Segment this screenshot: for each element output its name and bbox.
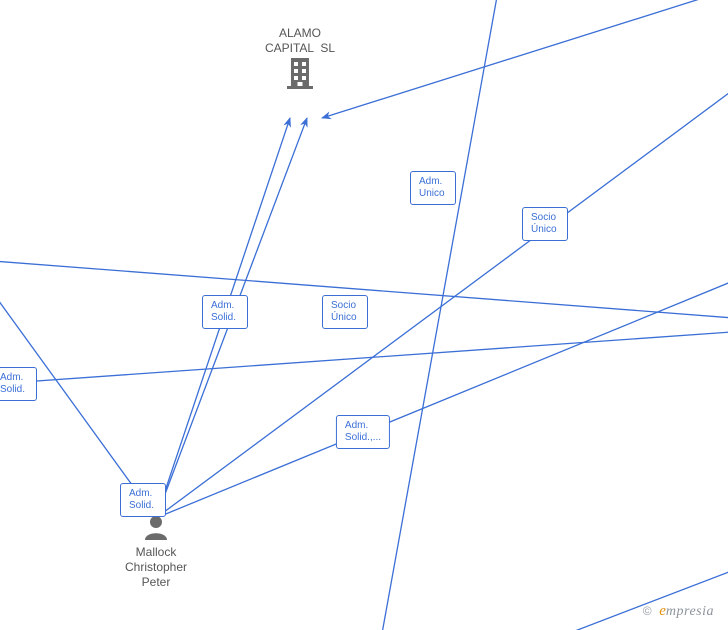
edge-line (0, 330, 728, 385)
brand-rest: mpresia (666, 604, 714, 619)
edge-label[interactable]: Adm. Solid. (202, 295, 248, 329)
brand-first-letter: e (659, 603, 666, 619)
node-company-label: ALAMO CAPITAL SL (265, 26, 335, 56)
node-person-label: Mallock Christopher Peter (125, 545, 187, 590)
edge-label[interactable]: Adm. Solid. (120, 483, 166, 517)
building-icon (285, 56, 315, 95)
copyright-symbol: © (643, 604, 652, 618)
node-company[interactable]: ALAMO CAPITAL SL (265, 26, 335, 95)
footer-branding: © empresia (643, 603, 714, 620)
edge-label[interactable]: Socio Único (522, 207, 568, 241)
edge-line (156, 70, 728, 518)
edge-label[interactable]: Adm. Solid.,... (336, 415, 390, 449)
edge-line (370, 0, 500, 630)
node-person[interactable]: Mallock Christopher Peter (125, 514, 187, 590)
edge-label[interactable]: Adm. Solid. (0, 367, 37, 401)
edge-line (322, 0, 728, 118)
person-icon (143, 514, 169, 545)
edge-label[interactable]: Socio Único (322, 295, 368, 329)
edge-label[interactable]: Adm. Unico (410, 171, 456, 205)
